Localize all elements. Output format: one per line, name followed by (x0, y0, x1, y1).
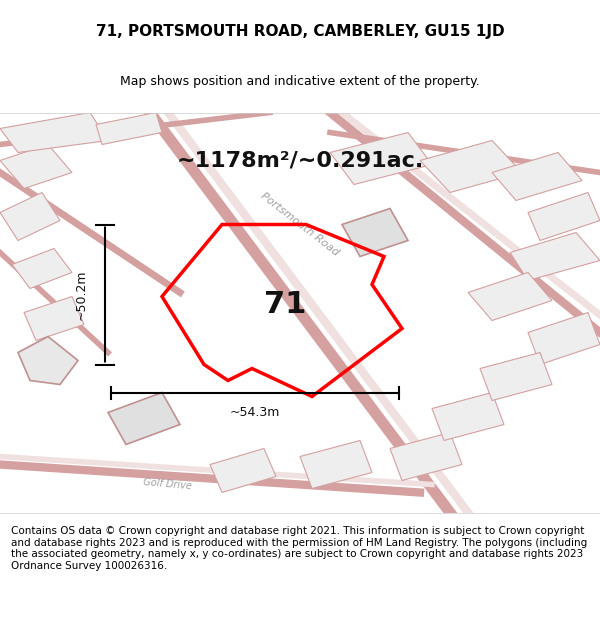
Polygon shape (390, 432, 462, 481)
Polygon shape (96, 112, 162, 144)
Text: Golf Drive: Golf Drive (143, 478, 193, 492)
Text: 71: 71 (264, 290, 306, 319)
Polygon shape (528, 312, 600, 364)
Polygon shape (420, 141, 522, 192)
Text: ~1178m²/~0.291ac.: ~1178m²/~0.291ac. (176, 151, 424, 171)
Text: Map shows position and indicative extent of the property.: Map shows position and indicative extent… (120, 74, 480, 88)
Text: ~50.2m: ~50.2m (74, 269, 88, 320)
Polygon shape (0, 192, 60, 241)
Polygon shape (0, 144, 72, 189)
Polygon shape (0, 112, 108, 152)
Polygon shape (18, 336, 78, 384)
Text: Portsmouth Road: Portsmouth Road (259, 191, 341, 258)
Polygon shape (492, 152, 582, 201)
Polygon shape (24, 296, 84, 341)
Polygon shape (108, 392, 180, 444)
Polygon shape (510, 232, 600, 281)
Text: Contains OS data © Crown copyright and database right 2021. This information is : Contains OS data © Crown copyright and d… (11, 526, 587, 571)
Polygon shape (300, 441, 372, 489)
Polygon shape (210, 449, 276, 493)
Polygon shape (468, 272, 552, 321)
Text: 71, PORTSMOUTH ROAD, CAMBERLEY, GU15 1JD: 71, PORTSMOUTH ROAD, CAMBERLEY, GU15 1JD (95, 24, 505, 39)
Polygon shape (432, 392, 504, 441)
Polygon shape (528, 192, 600, 241)
Polygon shape (480, 352, 552, 401)
Text: ~54.3m: ~54.3m (230, 406, 280, 419)
Polygon shape (330, 132, 432, 184)
Polygon shape (342, 209, 408, 256)
Polygon shape (12, 249, 72, 289)
